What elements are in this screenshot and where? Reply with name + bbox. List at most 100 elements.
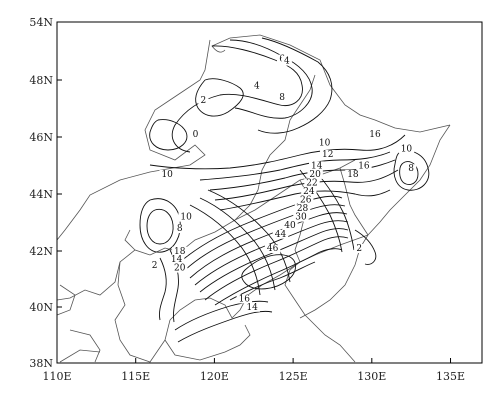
contour-north-2 <box>195 78 244 117</box>
contour-labels: 6442801012141616181081020222426283010840… <box>149 54 417 313</box>
province-border-c <box>114 261 166 363</box>
province-border-a <box>56 159 356 301</box>
contour-label-bg <box>298 195 314 205</box>
contour-28 <box>199 228 349 293</box>
contour-label: 28 <box>297 204 309 214</box>
liaodong-coast <box>169 261 301 321</box>
contour-label-bg <box>159 169 175 179</box>
contour-label: 14 <box>246 303 258 313</box>
contour-label: 10 <box>161 170 173 180</box>
contour-label-bg <box>172 246 188 256</box>
contour-label-bg <box>276 92 288 102</box>
x-tick-label: 130E <box>357 370 386 383</box>
contour-label-bg <box>198 95 209 105</box>
contour-label: 40 <box>284 221 296 231</box>
contour-label-bg <box>309 161 325 171</box>
contour-label: 16 <box>369 130 381 140</box>
contour-46-ring <box>241 254 296 290</box>
contour-label: 2 <box>356 244 362 254</box>
contour-label-bg <box>345 169 361 179</box>
contour-label: 20 <box>309 170 321 180</box>
contour-label-bg <box>356 161 372 171</box>
x-tick-label: 115E <box>121 370 150 383</box>
y-tick-label: 54N <box>29 16 53 29</box>
contour-label-bg <box>307 169 323 179</box>
contour-label-bg <box>320 149 336 159</box>
contour-label-bg <box>281 56 292 66</box>
contour-0 <box>149 119 188 151</box>
contour-label-bg <box>190 130 201 139</box>
y-tick-label: 44N <box>29 188 53 201</box>
contour-label-bg <box>282 221 298 231</box>
contour-label: 2 <box>152 261 158 271</box>
contour-label: 44 <box>275 230 287 240</box>
contour-30 <box>204 236 349 301</box>
contour-label: 24 <box>303 187 315 197</box>
contour-label-bg <box>244 302 260 312</box>
country-border-northwest <box>56 39 211 241</box>
bohai-coast <box>164 319 251 361</box>
contour-2-southwest <box>159 257 167 321</box>
contour-label: 26 <box>300 196 312 206</box>
x-axis: 110E 115E 120E 125E 130E 135E <box>42 358 465 383</box>
contour-label: 8 <box>408 164 414 174</box>
x-tick-label: 135E <box>436 370 465 383</box>
contour-label-bg <box>293 212 309 222</box>
contour-label: 0 <box>193 130 199 140</box>
y-tick-label: 38N <box>29 357 53 370</box>
contour-label: 10 <box>319 139 331 149</box>
contour-north-4 <box>171 45 303 153</box>
contour-label-bg <box>272 229 289 239</box>
contour-label: 14 <box>171 255 183 265</box>
contour-12 <box>199 151 391 181</box>
contour-fan-2 <box>199 197 276 291</box>
contour-label-bg <box>301 187 317 196</box>
y-tick-label: 42N <box>29 245 53 258</box>
contour-east-ring-inner <box>399 161 419 185</box>
contour-label-bg <box>406 164 417 174</box>
contour-40 <box>214 248 343 306</box>
x-tick-label: 125E <box>279 370 308 383</box>
contour-label-bg <box>178 212 194 222</box>
contour-label-bg <box>149 260 160 270</box>
contour-label-bg <box>174 224 185 234</box>
contour-west-ring-8 <box>146 208 174 245</box>
contour-north-8 <box>257 37 333 134</box>
contour-label-bg <box>316 138 333 148</box>
y-tick-label: 40N <box>29 301 53 314</box>
contour-label: 18 <box>174 247 186 257</box>
korea-border <box>284 234 369 363</box>
contour-label-bg <box>264 244 281 253</box>
contour-label-bg <box>398 144 415 154</box>
contour-label: 8 <box>279 93 285 103</box>
contour-label: 20 <box>174 264 186 274</box>
x-tick-label: 120E <box>200 370 229 383</box>
contour-10a <box>149 134 406 170</box>
contour-18 <box>219 189 391 211</box>
y-tick-label: 46N <box>29 131 53 144</box>
y-axis: 38N 40N 42N 44N 46N 48N 54N <box>29 16 62 370</box>
contour-label-bg <box>168 255 185 265</box>
contour-label-bg <box>304 178 320 188</box>
contour-label: 30 <box>295 213 307 223</box>
contour-label: 2 <box>201 96 207 106</box>
contour-south-16 <box>174 300 269 331</box>
contour-label: 46 <box>267 244 279 254</box>
contour-2-east <box>354 229 377 265</box>
contour-20 <box>179 195 343 263</box>
contour-label-bg <box>354 244 365 253</box>
contour-label: 10 <box>180 213 192 223</box>
country-border-north <box>211 34 451 133</box>
contour-44 <box>229 261 316 301</box>
province-border-d <box>59 329 101 363</box>
contour-label-bg <box>367 130 383 139</box>
contour-label: 12 <box>322 150 333 160</box>
contour-label-bg <box>294 204 311 214</box>
map-frame <box>56 21 483 364</box>
contour-label: 16 <box>239 294 251 304</box>
contour-label: 18 <box>347 170 359 180</box>
contour-north-6 <box>229 39 313 119</box>
contour-label: 4 <box>284 57 290 67</box>
contour-east-ring <box>393 150 430 191</box>
contour-label-bg <box>251 81 263 91</box>
